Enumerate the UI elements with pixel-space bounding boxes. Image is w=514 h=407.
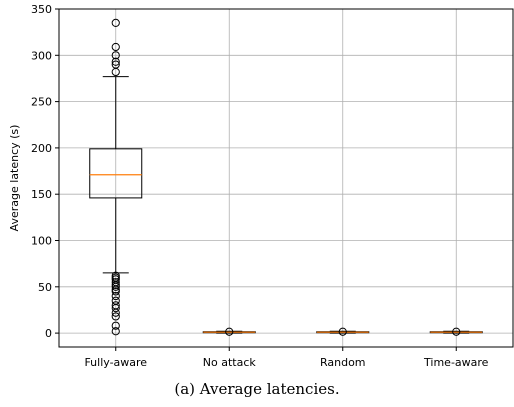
x-tick-label: Random — [320, 356, 366, 369]
x-axis-ticks: Fully-aware No attack Random Time-aware — [84, 347, 489, 369]
box-group — [89, 18, 143, 336]
outlier-point — [111, 287, 120, 296]
outlier-point — [111, 312, 120, 321]
y-tick-label: 0 — [45, 327, 52, 340]
outlier-point — [111, 291, 120, 301]
plot-frame — [58, 8, 514, 348]
outlier-point — [111, 321, 120, 330]
x-tick-label: Time-aware — [423, 356, 489, 369]
outlier-point — [111, 282, 120, 291]
box-body — [89, 148, 143, 199]
outlier-point — [452, 327, 461, 336]
box-group — [202, 327, 256, 336]
y-tick-label: 100 — [31, 235, 52, 248]
box-plot: 0 50 100 150 200 250 300 350 Fully-aware No atta… — [8, 3, 514, 369]
x-tick-label: No attack — [203, 356, 257, 369]
outlier-point — [111, 327, 120, 336]
grid-lines — [59, 8, 513, 347]
outlier-point — [111, 304, 120, 313]
y-tick-label: 350 — [31, 3, 52, 16]
x-tick-label: Fully-aware — [84, 356, 147, 369]
outlier-point — [111, 42, 120, 52]
outlier-point — [111, 18, 120, 27]
box-group — [429, 327, 483, 336]
y-axis-label: Average latency (s) — [8, 125, 21, 232]
y-tick-label: 200 — [31, 142, 52, 155]
outlier-point — [111, 308, 120, 317]
boxes-layer — [89, 18, 483, 336]
figure-caption: (a) Average latencies. — [174, 380, 340, 398]
plot-area — [59, 9, 513, 347]
outlier-point — [338, 327, 347, 336]
outlier-point — [111, 60, 120, 69]
y-tick-label: 50 — [38, 281, 52, 294]
outlier-point — [225, 327, 234, 336]
y-tick-label: 150 — [31, 188, 52, 201]
y-axis-ticks: 0 50 100 150 200 250 300 350 — [31, 3, 59, 340]
outlier-point — [111, 51, 120, 60]
box-group — [316, 327, 370, 336]
outlier-point — [111, 57, 120, 66]
y-tick-label: 300 — [31, 49, 52, 62]
y-tick-label: 250 — [31, 96, 52, 109]
